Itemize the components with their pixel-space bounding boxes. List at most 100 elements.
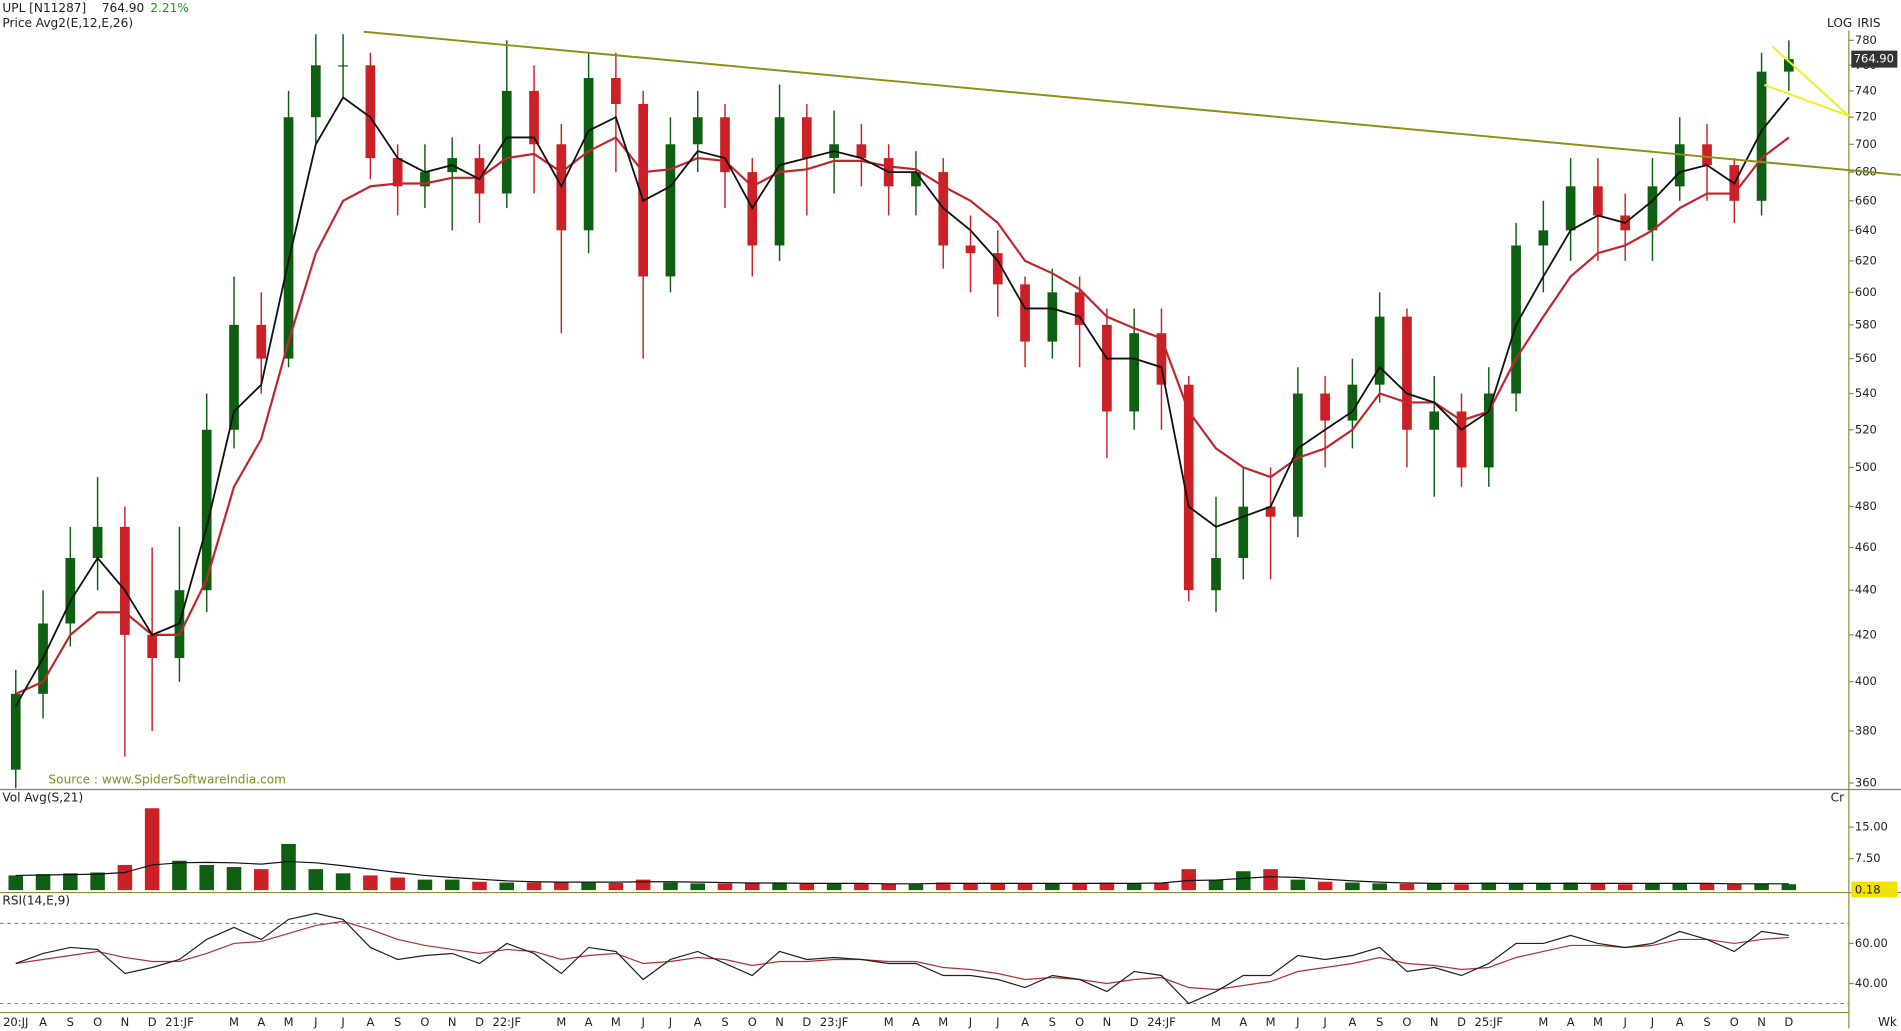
x-tick-label: J [1622, 1015, 1626, 1029]
x-tick-label: M [1593, 1015, 1603, 1029]
x-tick-label: A [1239, 1015, 1247, 1029]
trend-line [1771, 45, 1850, 117]
candle-body [1347, 384, 1358, 421]
x-tick-label: M [1266, 1015, 1276, 1029]
x-tick-label: S [721, 1015, 728, 1029]
rsi-signal [15, 920, 1789, 991]
x-tick-label: M [229, 1015, 239, 1029]
volume-bar [1536, 883, 1551, 891]
volume-bar [1727, 884, 1742, 891]
y-tick-label: 700 [1855, 137, 1877, 151]
y-tick-label: 560 [1855, 351, 1877, 365]
y-tick-label: 720 [1855, 110, 1877, 124]
x-tick-label: D [802, 1015, 811, 1029]
volume-bar [1399, 883, 1415, 891]
volume-bar [935, 882, 951, 891]
volume-bar [1345, 882, 1360, 891]
change-percent: 2.21% [150, 1, 188, 15]
volume-bar [35, 874, 51, 891]
candle-body [1402, 316, 1412, 430]
candle-body [1156, 333, 1167, 385]
x-tick-label: O [1730, 1015, 1739, 1029]
candle-body [338, 65, 348, 67]
volume-bar [1045, 883, 1060, 891]
x-tick-label: J [968, 1015, 972, 1029]
volume-bar [1426, 883, 1442, 891]
candle-body [1102, 324, 1112, 412]
y-tick-label: 620 [1855, 253, 1877, 267]
volume-bar [554, 881, 569, 891]
x-tick-label: J [995, 1015, 999, 1029]
volume-bar [172, 860, 187, 891]
x-tick-label: J [1295, 1015, 1299, 1029]
x-tick-label: N [1103, 1015, 1112, 1029]
volume-bar [772, 883, 787, 891]
volume-bar [990, 883, 1006, 891]
y-tick-label: 15.00 [1855, 820, 1888, 834]
x-tick-label: A [1567, 1015, 1575, 1029]
candle-body [310, 65, 321, 118]
volume-bar [1181, 869, 1197, 891]
candle-body [1320, 393, 1330, 421]
x-tick-label: M [284, 1015, 294, 1029]
y-tick-label: 420 [1855, 627, 1877, 641]
candle-body [1183, 384, 1194, 591]
x-tick-label: J [313, 1015, 317, 1029]
y-tick-label: 7.50 [1855, 851, 1881, 865]
y-tick-label: 440 [1855, 583, 1877, 597]
candle-body [92, 526, 103, 559]
volume-bar [1563, 882, 1578, 891]
volume-bar [581, 882, 596, 891]
source: Source : www.SpiderSoftwareIndia.com [48, 772, 285, 786]
candle-body [1129, 333, 1140, 412]
candle-body [665, 144, 676, 277]
x-tick-label: A [1348, 1015, 1356, 1029]
x-tick-label: A [257, 1015, 265, 1029]
y-tick-label: 400 [1855, 674, 1877, 688]
candle-body [1756, 71, 1767, 201]
x-tick-label: S [1049, 1015, 1056, 1029]
candle-body [1020, 284, 1030, 342]
ema-fast [14, 96, 1790, 707]
candle-body [283, 117, 294, 359]
candle-body [65, 558, 76, 624]
volume-bar [881, 883, 896, 891]
volume-bar [335, 873, 351, 891]
candle-body [774, 117, 785, 246]
volume-bar [390, 877, 405, 891]
x-tick-label: M [1538, 1015, 1548, 1029]
x-tick-label: 23:JF [820, 1015, 849, 1029]
rsi-title: RSI(14,E,9) [2, 894, 70, 908]
y-tick-label: 520 [1855, 422, 1877, 436]
volume-bar [908, 884, 924, 891]
volume-bar [1263, 869, 1278, 891]
volume-bar [417, 879, 433, 891]
candle-body [911, 172, 921, 187]
x-tick-label: J [668, 1015, 672, 1029]
candle-body [992, 253, 1003, 285]
volume-bar [799, 883, 815, 891]
candle-body [583, 78, 594, 231]
x-tick-label: O [420, 1015, 429, 1029]
x-tick-label: 25:JF [1475, 1015, 1504, 1029]
y-tick-label: 500 [1855, 460, 1877, 474]
x-tick-label: M [556, 1015, 566, 1029]
x-tick-label: D [1130, 1015, 1139, 1029]
candle-body [1292, 393, 1303, 517]
candle-body [1238, 506, 1249, 559]
candle-body [1211, 558, 1221, 591]
x-tick-label: J [1650, 1015, 1654, 1029]
x-tick-label: O [93, 1015, 102, 1029]
x-tick-label: A [694, 1015, 702, 1029]
volume-bar [826, 883, 842, 891]
price-tag-label: 764.90 [1854, 52, 1894, 66]
x-tick-label: D [475, 1015, 484, 1029]
period: Wk [1878, 1015, 1897, 1029]
x-tick-label: N [448, 1015, 457, 1029]
candle-body [147, 634, 158, 659]
symbol: UPL [N11287] [2, 1, 86, 15]
y-tick-label: 600 [1855, 285, 1877, 299]
volume-bar [1126, 883, 1142, 891]
y-tick-label: 780 [1855, 33, 1877, 47]
